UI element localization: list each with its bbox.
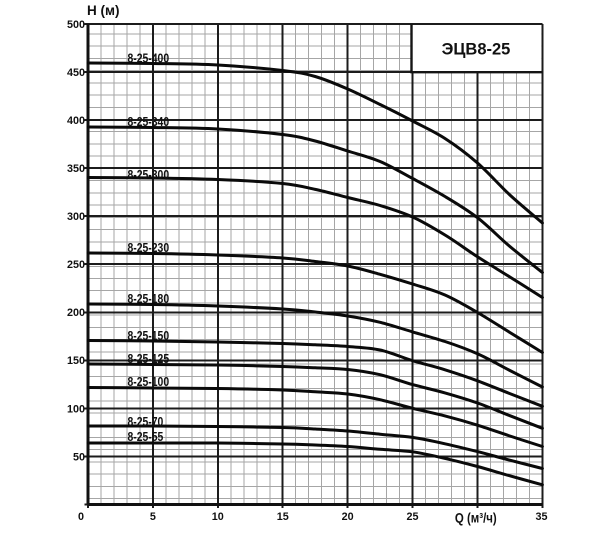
svg-text:8-25-125: 8-25-125 (128, 352, 170, 366)
svg-text:8-25-180: 8-25-180 (128, 292, 170, 306)
svg-text:50: 50 (73, 451, 85, 463)
svg-text:8-25-70: 8-25-70 (128, 415, 164, 429)
svg-text:450: 450 (67, 67, 85, 79)
svg-text:350: 350 (67, 163, 85, 175)
svg-text:400: 400 (67, 115, 85, 127)
svg-text:300: 300 (67, 211, 85, 223)
svg-text:25: 25 (406, 511, 418, 523)
svg-text:5: 5 (150, 511, 156, 523)
svg-text:8-25-100: 8-25-100 (128, 375, 170, 389)
svg-text:8-25-300: 8-25-300 (128, 168, 170, 182)
svg-text:100: 100 (67, 403, 85, 415)
svg-text:8-25-150: 8-25-150 (128, 329, 170, 343)
svg-text:250: 250 (67, 259, 85, 271)
svg-text:200: 200 (67, 307, 85, 319)
svg-text:8-25-55: 8-25-55 (128, 430, 164, 444)
svg-text:0: 0 (78, 511, 84, 523)
svg-text:150: 150 (67, 355, 85, 367)
svg-text:35: 35 (535, 511, 547, 523)
svg-text:10: 10 (212, 511, 224, 523)
svg-text:500: 500 (67, 19, 85, 31)
svg-text:8-25-230: 8-25-230 (128, 241, 170, 255)
svg-text:8-25-340: 8-25-340 (128, 115, 170, 129)
svg-text:15: 15 (277, 511, 289, 523)
svg-text:ЭЦВ8-25: ЭЦВ8-25 (442, 41, 511, 59)
svg-text:8-25-400: 8-25-400 (128, 51, 170, 65)
svg-text:Q (м³/ч): Q (м³/ч) (455, 511, 497, 526)
svg-text:H (м): H (м) (87, 3, 119, 18)
svg-text:20: 20 (342, 511, 354, 523)
